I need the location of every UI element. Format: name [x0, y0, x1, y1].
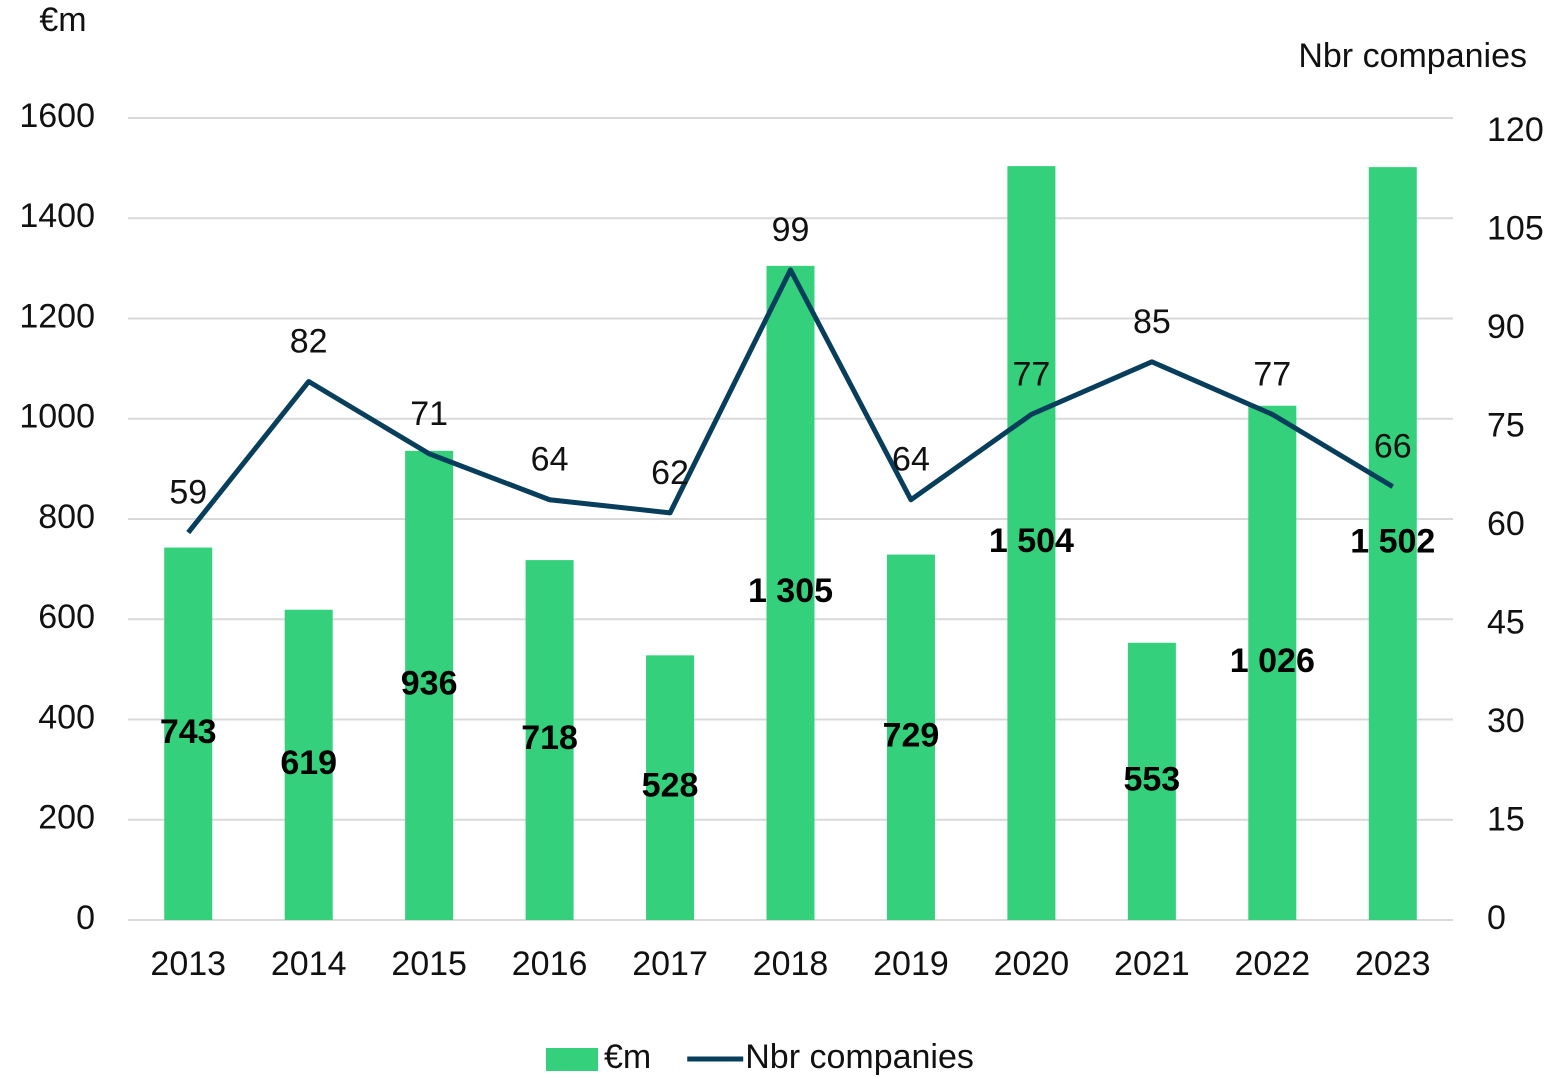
data-label: 71: [410, 395, 448, 433]
y2-tick-label: 120: [1487, 111, 1544, 149]
data-label: 743: [160, 713, 217, 751]
x-tick-label: 2020: [994, 945, 1070, 983]
data-label: 66: [1374, 428, 1412, 466]
bar: [646, 655, 695, 920]
x-tick-label: 2015: [391, 945, 467, 983]
y-tick-label: 0: [76, 899, 95, 937]
x-tick-label: 2018: [753, 945, 829, 983]
x-tick-label: 2014: [271, 945, 347, 983]
y2-tick-label: 75: [1487, 406, 1525, 444]
y-tick-label: 1200: [19, 297, 95, 335]
data-label: 59: [169, 474, 207, 512]
bar: [1007, 166, 1056, 920]
data-label: 1 504: [989, 522, 1074, 560]
data-label: 936: [401, 664, 458, 702]
bar: [886, 554, 935, 920]
data-label: 729: [883, 716, 940, 754]
y2-axis-title: Nbr companies: [1298, 37, 1527, 75]
x-tick-label: 2023: [1355, 945, 1431, 983]
data-label: 1 502: [1350, 523, 1435, 561]
legend-label: Nbr companies: [745, 1038, 974, 1076]
legend-label: €m: [604, 1038, 651, 1076]
data-label: 64: [531, 441, 569, 479]
x-tick-label: 2013: [150, 945, 226, 983]
bar: [1248, 405, 1297, 920]
bar: [766, 265, 815, 920]
bar: [284, 609, 333, 920]
legend-swatch: [546, 1048, 598, 1071]
data-label: 62: [651, 454, 689, 492]
data-label: 553: [1123, 760, 1180, 798]
y2-tick-label: 0: [1487, 899, 1506, 937]
x-tick-label: 2022: [1234, 945, 1310, 983]
bar: [525, 560, 574, 920]
x-tick-label: 2016: [512, 945, 588, 983]
data-label: 64: [892, 441, 930, 479]
line: [186, 267, 1395, 535]
data-label: 99: [772, 211, 810, 249]
bar: [164, 547, 213, 920]
data-label: 528: [642, 767, 699, 805]
data-label: 82: [290, 323, 328, 361]
y-tick-label: 800: [38, 498, 95, 536]
x-tick-label: 2017: [632, 945, 708, 983]
y-tick-label: 200: [38, 799, 95, 837]
data-label: 718: [521, 719, 578, 757]
data-label: 85: [1133, 303, 1171, 341]
y-axis-title: €m: [39, 1, 86, 39]
data-label: 1 026: [1230, 642, 1315, 680]
x-tick-label: 2019: [873, 945, 949, 983]
data-label: 77: [1253, 355, 1291, 393]
bar: [405, 450, 454, 920]
data-label: 619: [280, 744, 337, 782]
data-label: 1 305: [748, 572, 833, 610]
y-tick-label: 1600: [19, 97, 95, 135]
y-tick-label: 400: [38, 698, 95, 736]
bar: [1368, 167, 1417, 920]
y-tick-label: 600: [38, 598, 95, 636]
y-tick-label: 1000: [19, 398, 95, 436]
y2-tick-label: 30: [1487, 702, 1525, 740]
y2-tick-label: 60: [1487, 505, 1525, 543]
y2-tick-label: 15: [1487, 800, 1525, 838]
y2-tick-label: 45: [1487, 603, 1525, 641]
y-tick-label: 1400: [19, 197, 95, 235]
data-label: 77: [1012, 355, 1050, 393]
bar: [1127, 642, 1176, 920]
y2-tick-label: 90: [1487, 308, 1525, 346]
y2-tick-label: 105: [1487, 209, 1544, 247]
x-tick-label: 2021: [1114, 945, 1190, 983]
